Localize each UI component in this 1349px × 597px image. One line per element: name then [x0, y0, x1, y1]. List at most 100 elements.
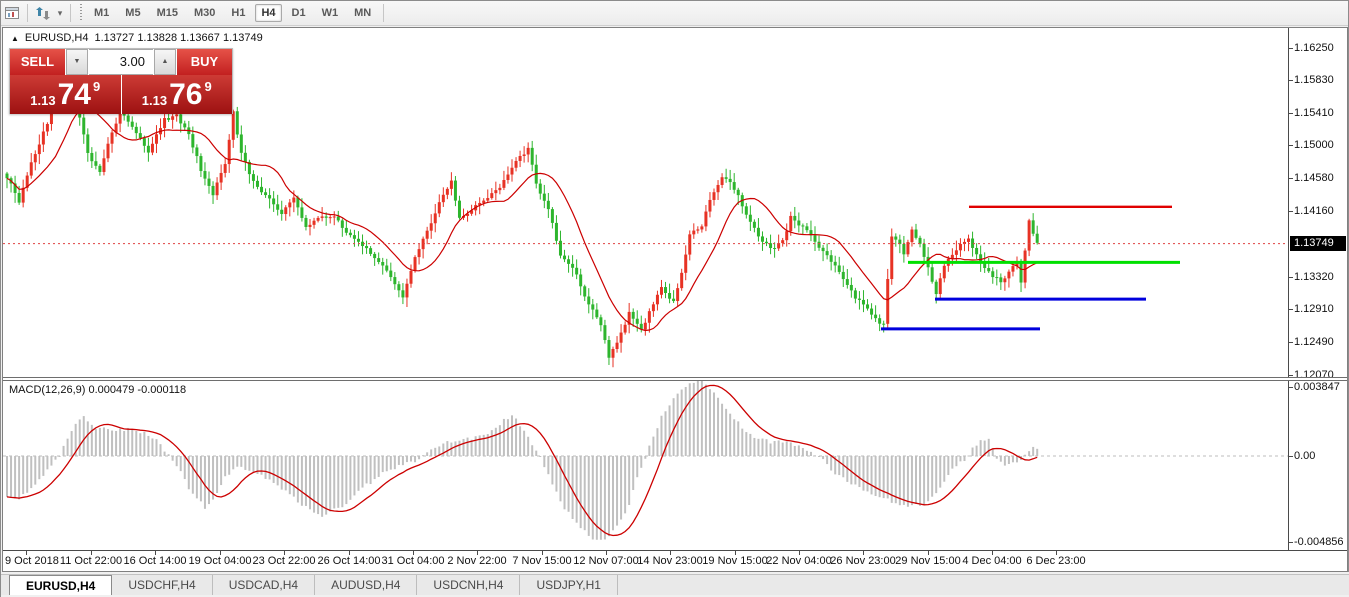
price-axis-label: 1.12070: [1294, 369, 1334, 381]
price-axis-tick: [1289, 375, 1293, 376]
timeframe-button-h4[interactable]: H4: [255, 4, 282, 22]
price-axis-tick: [1289, 277, 1293, 278]
time-axis-tick: [220, 551, 221, 555]
time-axis-tick: [735, 551, 736, 555]
timeframe-button-d1[interactable]: D1: [291, 7, 306, 19]
chart-tab-usdchf-h4[interactable]: USDCHF,H4: [112, 575, 213, 595]
chart-ohlc-values: 1.13727 1.13828 1.13667 1.13749: [94, 32, 263, 44]
timeframe-button-m30[interactable]: M30: [193, 7, 216, 19]
time-axis-label: 19 Nov 15:00: [702, 555, 768, 567]
chart-title: ▲ EURUSD,H4 1.13727 1.13828 1.13667 1.13…: [11, 32, 263, 44]
price-axis-label: 1.13320: [1294, 271, 1334, 283]
collapse-arrow-icon[interactable]: ▲: [11, 33, 19, 43]
timeframe-button-m1[interactable]: M1: [94, 7, 110, 19]
time-axis-label: 23 Oct 22:00: [252, 555, 316, 567]
chart-tab-usdcad-h4[interactable]: USDCAD,H4: [213, 575, 316, 595]
new-chart-icon[interactable]: [1, 3, 23, 23]
price-axis-label: 1.16250: [1294, 42, 1334, 54]
price-axis-label: 1.15830: [1294, 74, 1334, 86]
chart-tab-audusd-h4[interactable]: AUDUSD,H4: [315, 575, 418, 595]
time-axis-tick: [542, 551, 543, 555]
chart-window-glyph: [5, 7, 19, 19]
time-axis-tick: [928, 551, 929, 555]
timeframe-button-m15[interactable]: M15: [156, 7, 178, 19]
timeframe-button-h1[interactable]: H1: [231, 7, 246, 19]
timeframe-button-w1[interactable]: W1: [321, 7, 339, 19]
time-axis-tick: [863, 551, 864, 555]
macd-section: MACD(12,26,9) 0.000479 -0.000118 0.00384…: [3, 380, 1347, 551]
price-axis-tick: [1289, 80, 1293, 81]
time-axis-tick: [413, 551, 414, 555]
cycle-symbols-icon[interactable]: [32, 3, 54, 23]
price-axis-tick: [1289, 211, 1293, 212]
toolbar-separator: [27, 4, 28, 22]
one-click-trade-panel: SELL ▼ 3.00 ▲ BUY 1.13 74 9 1.13 76 9: [9, 48, 233, 114]
time-axis-tick: [284, 551, 285, 555]
chart-symbol-label: EURUSD,H4: [24, 32, 89, 44]
time-axis-tick: [349, 551, 350, 555]
time-axis-label: 11 Oct 22:00: [59, 555, 123, 567]
time-axis-label: 29 Nov 15:00: [895, 555, 961, 567]
volume-input[interactable]: 3.00: [89, 49, 153, 75]
toolbar-separator: [70, 4, 71, 22]
sell-button[interactable]: SELL: [10, 49, 65, 75]
macd-indicator-label: MACD(12,26,9) 0.000479 -0.000118: [9, 384, 187, 396]
price-axis[interactable]: 1.16250 1.15830 1.15410 1.15000 1.14580 1.141…: [1288, 28, 1347, 381]
buy-price-prefix: 1.13: [141, 93, 168, 108]
toolbar-grip-handle[interactable]: [78, 4, 83, 22]
time-axis-tick: [91, 551, 92, 555]
chart-tab-usdjpy-h1[interactable]: USDJPY,H1: [520, 575, 618, 595]
window-edge: [1, 595, 1349, 597]
time-axis-label: 19 Oct 04:00: [188, 555, 252, 567]
macd-axis-label: 0.003847: [1294, 381, 1340, 393]
time-axis[interactable]: 9 Oct 2018 11 Oct 22:00 16 Oct 14:00 19 Oct…: [3, 550, 1347, 571]
time-axis-tick: [799, 551, 800, 555]
toolbar: ▾ M1 M5 M15 M30 H1 H4 D1 W1 MN: [1, 1, 1348, 26]
time-axis-tick: [155, 551, 156, 555]
price-axis-tick: [1289, 178, 1293, 179]
price-axis-tick: [1289, 145, 1293, 146]
price-axis-tick: [1289, 113, 1293, 114]
time-axis-label: 22 Nov 04:00: [766, 555, 832, 567]
macd-axis-label: -0.004856: [1294, 536, 1344, 548]
cycle-arrows-glyph: [36, 6, 50, 20]
price-axis-label: 1.14160: [1294, 205, 1334, 217]
dropdown-caret-icon[interactable]: ▾: [57, 7, 63, 18]
time-axis-label: 7 Nov 15:00: [512, 555, 572, 567]
time-axis-tick: [992, 551, 993, 555]
timeframe-button-mn[interactable]: MN: [354, 7, 372, 19]
chart-tab-usdcnh-h4[interactable]: USDCNH,H4: [417, 575, 521, 595]
sell-price-display[interactable]: 1.13 74 9: [10, 75, 121, 114]
time-axis-label: 14 Nov 23:00: [637, 555, 703, 567]
price-axis-label: 1.12490: [1294, 336, 1334, 348]
time-axis-tick: [477, 551, 478, 555]
macd-canvas[interactable]: [3, 381, 1288, 548]
chart-tab-bar: EURUSD,H4 USDCHF,H4 USDCAD,H4 AUDUSD,H4 USDC…: [1, 574, 1349, 595]
timeframe-button-group: M1 M5 M15 M30 H1 H4 D1 W1 MN: [86, 4, 379, 22]
toolbar-separator: [383, 4, 385, 22]
price-axis-label: 1.12910: [1294, 303, 1334, 315]
time-axis-label: 26 Nov 23:00: [830, 555, 896, 567]
time-axis-label: 26 Oct 14:00: [317, 555, 381, 567]
buy-button[interactable]: BUY: [177, 49, 232, 75]
macd-axis[interactable]: 0.003847 0.00 -0.004856: [1288, 381, 1347, 551]
time-axis-label: 6 Dec 23:00: [1026, 555, 1086, 567]
buy-price-display[interactable]: 1.13 76 9: [121, 75, 232, 114]
price-axis-label: 1.15410: [1294, 107, 1334, 119]
buy-price-pips: 76: [169, 77, 203, 111]
time-axis-label: 16 Oct 14:00: [123, 555, 187, 567]
buy-price-point: 9: [204, 79, 212, 94]
macd-axis-tick: [1289, 456, 1293, 457]
price-axis-label: 1.15000: [1294, 139, 1334, 151]
volume-increase-button[interactable]: ▲: [154, 49, 176, 75]
macd-axis-label: 0.00: [1294, 450, 1316, 462]
timeframe-button-m5[interactable]: M5: [125, 7, 141, 19]
chart-tab-eurusd-h4[interactable]: EURUSD,H4: [9, 575, 113, 595]
chart-window: ▲ EURUSD,H4 1.13727 1.13828 1.13667 1.13…: [2, 27, 1348, 572]
price-axis-tick: [1289, 48, 1293, 49]
volume-decrease-button[interactable]: ▼: [66, 49, 88, 75]
time-axis-tick: [606, 551, 607, 555]
time-axis-label: 31 Oct 04:00: [381, 555, 445, 567]
macd-axis-tick: [1289, 387, 1293, 388]
